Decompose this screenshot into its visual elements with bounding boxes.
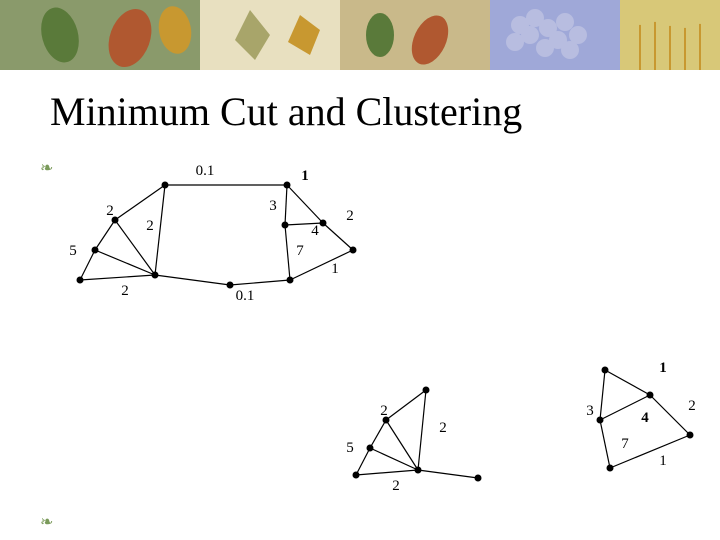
edge: [370, 420, 386, 448]
node: [647, 392, 654, 399]
node: [77, 277, 84, 284]
edge: [287, 185, 323, 223]
node: [152, 272, 159, 279]
node: [423, 387, 430, 394]
node: [607, 465, 614, 472]
edge: [95, 220, 115, 250]
graph-cluster-right: 3 1 47 2 1: [545, 340, 710, 500]
graph-cluster-left: 2252: [338, 370, 498, 500]
edge: [600, 420, 610, 468]
banner-decoration: [0, 0, 720, 70]
edge-weight: 1: [331, 261, 339, 277]
edge-weight: 2: [106, 203, 114, 219]
edge-weight: 1: [659, 453, 667, 469]
node: [475, 475, 482, 482]
node: [320, 220, 327, 227]
node: [687, 432, 694, 439]
edge-weight: 7: [621, 436, 629, 452]
node: [602, 367, 609, 374]
edge-weight: 5: [69, 243, 77, 259]
edge: [605, 370, 650, 395]
edge: [386, 390, 426, 420]
edge: [285, 225, 290, 280]
edge: [600, 370, 605, 420]
edge-weight: 3: [269, 198, 277, 214]
bullet-icon: ❧: [40, 158, 53, 178]
node: [597, 417, 604, 424]
node: [284, 182, 291, 189]
edge-weight: 2: [688, 398, 696, 414]
edge: [418, 470, 478, 478]
edge: [323, 223, 353, 250]
node: [350, 247, 357, 254]
edge: [285, 185, 287, 225]
slide-title: Minimum Cut and Clustering: [50, 88, 522, 135]
node: [367, 445, 374, 452]
edge-weight: 0.1: [236, 288, 255, 304]
edge-weight: 7: [296, 243, 304, 259]
edge-weight: 1: [659, 360, 667, 376]
graph-main: 2 2 5 2 0.1 0.1 3 1 47 2 1: [55, 155, 395, 315]
node: [415, 467, 422, 474]
edge: [418, 390, 426, 470]
node: [353, 472, 360, 479]
edge: [650, 395, 690, 435]
edge-weight: 3: [586, 403, 594, 419]
edge: [155, 275, 230, 285]
edge-weight: 2: [146, 218, 154, 234]
node: [282, 222, 289, 229]
node: [92, 247, 99, 254]
edge-weight: 4: [641, 410, 649, 426]
bullet-icon: ❧: [40, 512, 53, 532]
node: [383, 417, 390, 424]
node: [112, 217, 119, 224]
edge: [115, 185, 165, 220]
edge: [80, 275, 155, 280]
edge-weight: 2: [392, 478, 400, 494]
node: [227, 282, 234, 289]
edge: [155, 185, 165, 275]
edge-weight: 2: [121, 283, 129, 299]
edge-weight: 0.1: [196, 163, 215, 179]
node: [287, 277, 294, 284]
edge: [80, 250, 95, 280]
edge-weight: 5: [346, 440, 354, 456]
edge: [356, 448, 370, 475]
edge-weight: 2: [346, 208, 354, 224]
edge-weight: 2: [439, 420, 447, 436]
node: [162, 182, 169, 189]
edge: [356, 470, 418, 475]
edge: [230, 280, 290, 285]
edge-weight: 4: [311, 223, 319, 239]
edge-weight: 1: [301, 168, 309, 184]
